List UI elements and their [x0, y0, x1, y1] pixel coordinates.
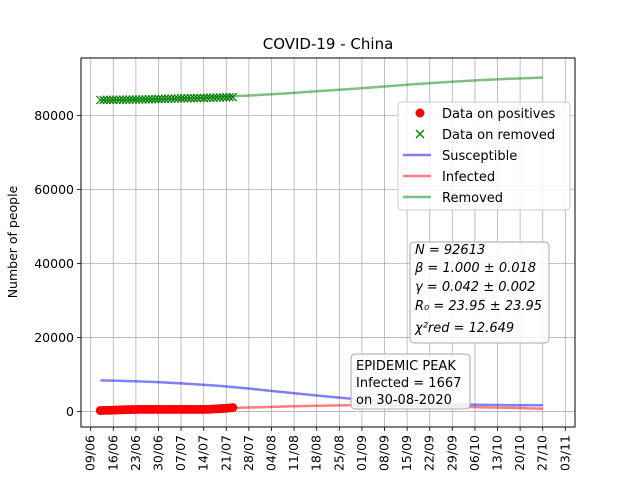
- x-tick-label: 08/09: [377, 435, 392, 471]
- legend-label-susceptible: Susceptible: [442, 149, 517, 164]
- legend-marker-removed-data: [415, 129, 425, 139]
- x-tick-label: 23/06: [128, 435, 143, 471]
- param-r0: R₀ = 23.95 ± 23.95: [415, 299, 542, 314]
- x-tick-label: 22/09: [422, 435, 437, 471]
- peak-title: EPIDEMIC PEAK: [356, 359, 456, 374]
- x-tick-label: 01/09: [354, 435, 369, 471]
- x-tick-label: 30/06: [150, 435, 165, 471]
- parameter-box: N = 92613 β = 1.000 ± 0.018 γ = 0.042 ± …: [409, 241, 550, 344]
- y-tick-label: 0: [66, 404, 74, 419]
- x-tick-label: 25/08: [331, 435, 346, 471]
- x-tick-label: 13/10: [490, 435, 505, 471]
- x-tick-label: 27/10: [535, 435, 550, 471]
- y-tick-label: 80000: [34, 108, 74, 123]
- x-tick-label: 04/08: [263, 435, 278, 471]
- legend-label-removed-data: Data on removed: [442, 128, 555, 143]
- x-tick-label: 21/07: [218, 435, 233, 471]
- legend-box: [397, 101, 571, 211]
- y-tick-label: 20000: [34, 330, 74, 345]
- y-axis: 0 20000 40000 60000 80000: [34, 108, 81, 419]
- x-tick-label: 07/07: [173, 435, 188, 471]
- x-tick-label: 09/06: [83, 435, 98, 471]
- peak-infected: Infected = 1667: [356, 376, 461, 391]
- x-tick-label: 14/07: [196, 435, 211, 471]
- x-tick-label: 15/09: [399, 435, 414, 471]
- param-gamma: γ = 0.042 ± 0.002: [415, 280, 535, 295]
- x-tick-label: 16/06: [105, 435, 120, 471]
- x-tick-label: 20/10: [512, 435, 527, 471]
- x-tick-label: 29/09: [444, 435, 459, 471]
- legend-label-removed: Removed: [442, 191, 503, 206]
- plot-area: [95, 76, 543, 416]
- series-line-removed: [100, 76, 543, 102]
- x-axis: 09/06 16/06 23/06 30/06 07/07 14/07 21/07 28/07…: [83, 427, 572, 471]
- legend-label-infected: Infected: [442, 170, 495, 185]
- peak-box-frame: [350, 353, 471, 410]
- axes-frame: [80, 57, 576, 428]
- x-tick-label: 03/11: [557, 435, 572, 471]
- legend: Data on positives Data on removed Suscep…: [397, 101, 571, 211]
- peak-date: on 30-08-2020: [356, 393, 452, 408]
- param-n: N = 92613: [415, 243, 485, 258]
- x-tick-label: 28/07: [241, 435, 256, 471]
- peak-box: EPIDEMIC PEAK Infected = 1667 on 30-08-2…: [350, 353, 471, 410]
- y-tick-label: 40000: [34, 256, 74, 271]
- x-tick-label: 06/10: [467, 435, 482, 471]
- param-chi2: χ²red = 12.649: [414, 321, 514, 336]
- legend-marker-positives: [415, 108, 425, 118]
- y-tick-label: 60000: [34, 182, 74, 197]
- y-axis-label: Number of people: [5, 185, 20, 298]
- param-beta: β = 1.000 ± 0.018: [414, 261, 536, 276]
- parameter-box-frame: [409, 241, 550, 344]
- x-tick-label: 11/08: [286, 435, 301, 471]
- legend-label-positives: Data on positives: [442, 107, 555, 122]
- data-point-removed: [95, 95, 105, 105]
- chart-title: COVID-19 - China: [263, 35, 394, 53]
- x-tick-label: 18/08: [309, 435, 324, 471]
